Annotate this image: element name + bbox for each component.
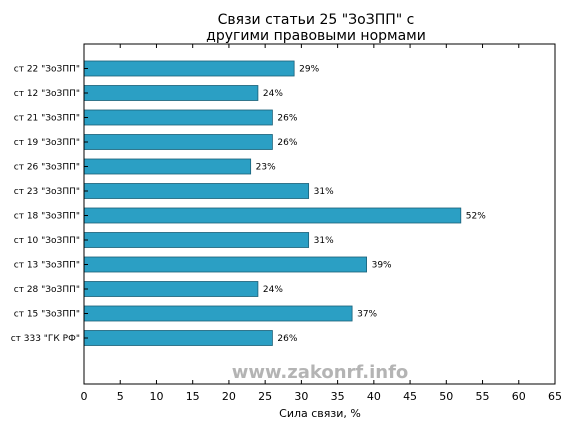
value-label: 23% (256, 163, 276, 173)
watermark-text: www.zakonrf.info (232, 362, 409, 383)
plot-frame (83, 43, 556, 385)
chart-title-line-1: Связи статьи 25 "ЗоЗПП" с (218, 12, 415, 28)
x-tick-label: 5 (117, 390, 124, 403)
bar (83, 281, 259, 297)
bar (83, 256, 368, 273)
category-label: ст 10 "ЗоЗПП" (14, 236, 80, 246)
category-label: ст 19 "ЗоЗПП" (14, 138, 80, 148)
category-label: ст 333 "ГК РФ" (11, 334, 80, 344)
x-axis-label: Сила связи, % (279, 407, 361, 420)
value-labels: 29% 24% 26% 26% 23% 31% 52% 31% 39% 24% 37% 26% (256, 65, 487, 345)
value-label: 37% (357, 310, 377, 320)
category-label: ст 22 "ЗоЗПП" (14, 65, 80, 75)
x-tick-label: 40 (367, 390, 381, 403)
bar (83, 183, 310, 199)
value-label: 26% (277, 138, 297, 148)
value-label: 24% (263, 89, 283, 99)
category-label: ст 23 "ЗоЗПП" (14, 187, 80, 197)
category-label: ст 28 "ЗоЗПП" (14, 285, 80, 295)
x-tick-label: 45 (403, 390, 417, 403)
category-label: ст 13 "ЗоЗПП" (14, 261, 80, 271)
value-label: 31% (314, 187, 334, 197)
value-label: 39% (372, 261, 392, 271)
x-tick-label: 30 (294, 390, 308, 403)
category-label: ст 21 "ЗоЗПП" (14, 114, 80, 124)
bar (83, 109, 273, 126)
value-label: 52% (466, 212, 486, 222)
x-axis-ticks: 0 5 10 15 20 25 30 35 40 45 50 55 60 65 (81, 44, 562, 403)
value-label: 29% (299, 65, 319, 75)
value-label: 31% (314, 236, 334, 246)
bar (83, 232, 310, 248)
x-tick-label: 15 (186, 390, 200, 403)
value-label: 24% (263, 285, 283, 295)
category-label: ст 26 "ЗоЗПП" (14, 163, 80, 173)
bar (83, 330, 273, 346)
x-tick-label: 55 (476, 390, 490, 403)
category-label: ст 18 "ЗоЗПП" (14, 212, 80, 222)
category-label: ст 15 "ЗоЗПП" (14, 310, 80, 320)
x-tick-label: 25 (258, 390, 272, 403)
bar (83, 305, 353, 322)
chart-title-line-2: другими правовыми нормами (206, 28, 426, 44)
bar (83, 134, 273, 150)
value-label: 26% (277, 114, 297, 124)
bar (83, 158, 252, 175)
x-tick-label: 10 (149, 390, 163, 403)
bar (83, 85, 259, 101)
x-tick-label: 65 (548, 390, 562, 403)
category-labels: ст 22 "ЗоЗПП" ст 12 "ЗоЗПП" ст 21 "ЗоЗПП" с… (11, 65, 88, 344)
x-tick-label: 20 (222, 390, 236, 403)
bar (83, 60, 295, 77)
x-tick-label: 0 (81, 390, 88, 403)
x-tick-label: 35 (331, 390, 345, 403)
category-label: ст 12 "ЗоЗПП" (14, 89, 80, 99)
bar (83, 207, 462, 224)
x-tick-label: 60 (512, 390, 526, 403)
x-tick-label: 50 (439, 390, 453, 403)
bars-group (83, 60, 462, 346)
value-label: 26% (277, 334, 297, 344)
